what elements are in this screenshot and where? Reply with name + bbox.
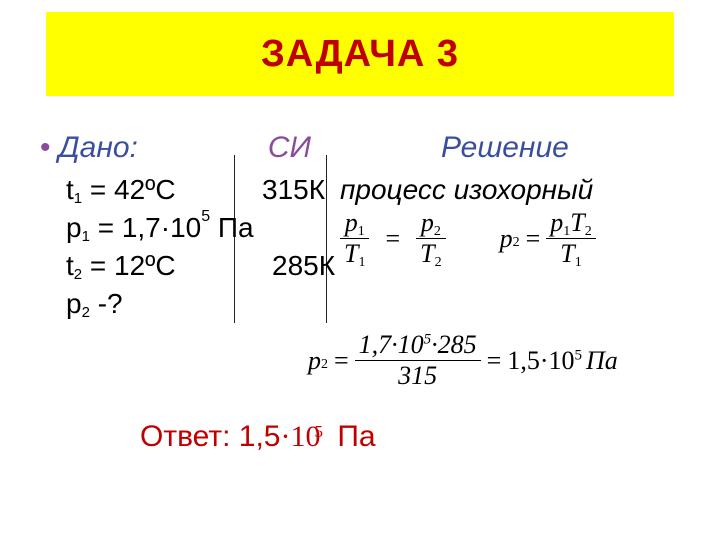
p1-sub: 1	[82, 228, 90, 245]
d-T: T	[560, 239, 574, 268]
equals-1: =	[385, 224, 400, 254]
p1-val: = 1,7·10	[90, 212, 201, 243]
answer-value: 1,5	[239, 420, 281, 453]
p2-lhs-sub: 2	[513, 235, 520, 251]
t2-kelvin: 285К	[272, 250, 335, 282]
answer-dot: ·	[281, 420, 291, 453]
label-dano: Дано:	[59, 128, 138, 168]
formula-p2: p2 = p1T2 T1	[500, 208, 596, 269]
formula-computation: p2 = 1,7·105·285 315 = 1,5·105 Па	[308, 330, 618, 391]
n-ps: 1	[563, 224, 570, 239]
label-solution: Решение	[441, 128, 569, 168]
c-p2: p	[308, 346, 321, 376]
equals-3: =	[334, 346, 349, 376]
p2-var: р	[66, 288, 82, 319]
t1-kelvin: 315К	[262, 174, 325, 206]
frac-p2T2: p2 T2	[416, 208, 445, 269]
T-var: T	[344, 239, 358, 268]
equals-4: =	[487, 346, 502, 376]
answer-exp: 5	[315, 422, 324, 441]
n-p: p	[550, 208, 563, 237]
c-p2s: 2	[321, 357, 328, 373]
calc-unit: Па	[586, 346, 618, 376]
t1-var: t	[66, 174, 74, 205]
calc-den: 315	[355, 360, 481, 391]
calc-exp: 5	[575, 347, 583, 363]
T-var2: T	[420, 239, 434, 268]
frac-p1T2-T1: p1T2 T1	[546, 208, 595, 269]
answer-label: Ответ:	[140, 420, 239, 453]
title-band: ЗАДАЧА 3	[46, 12, 674, 96]
given-p2-question: р2 -?	[40, 288, 680, 320]
process-label: процесс изохорный	[340, 174, 593, 206]
t2-sub: 2	[74, 266, 82, 283]
calc-res: 1,5·105	[507, 346, 582, 376]
frac-p1T1: p1 T1	[340, 208, 369, 269]
p1-unit: Па	[210, 212, 253, 243]
p2-sub: 2	[82, 304, 90, 321]
calc-num: 1,7·105·285	[355, 330, 481, 360]
t2-var: t	[66, 250, 74, 281]
d-Ts: 1	[575, 255, 582, 270]
equals-2: =	[526, 224, 541, 254]
title-text: ЗАДАЧА 3	[261, 33, 459, 76]
p1-var: р	[66, 212, 82, 243]
answer-line: Ответ: 1,5·105 Па	[140, 420, 376, 454]
t1-sub: 1	[74, 190, 82, 207]
n-Ts: 2	[585, 224, 592, 239]
label-si: СИ	[268, 128, 311, 168]
calc-frac: 1,7·105·285 315	[355, 330, 481, 391]
sub1: 1	[358, 224, 365, 239]
t2-val: = 12ºС	[90, 250, 176, 281]
t1-val: = 42ºС	[82, 174, 176, 205]
p2-lhs: p	[500, 224, 513, 254]
calc-res-v: 1,5·10	[507, 346, 574, 375]
p-var2: p	[421, 208, 434, 237]
p-var: p	[345, 208, 358, 237]
slide: ЗАДАЧА 3 • Дано: СИ Решение t1 = 42ºС 31…	[0, 0, 720, 540]
formula-ratio: p1 T1 = p2 T2 p2 = p1T2 T1	[340, 208, 596, 269]
given-t1: t1 = 42ºС 315К процесс изохорный	[40, 174, 680, 206]
header-row: • Дано: СИ Решение	[40, 128, 680, 168]
p1-exp: 5	[201, 208, 210, 225]
n-T: T	[570, 208, 584, 237]
sub2: 2	[434, 224, 441, 239]
sub2b: 2	[435, 255, 442, 270]
p2-q: -?	[90, 288, 123, 319]
bullet-icon: •	[40, 128, 51, 168]
sub1b: 1	[358, 255, 365, 270]
answer-unit: Па	[329, 420, 376, 453]
